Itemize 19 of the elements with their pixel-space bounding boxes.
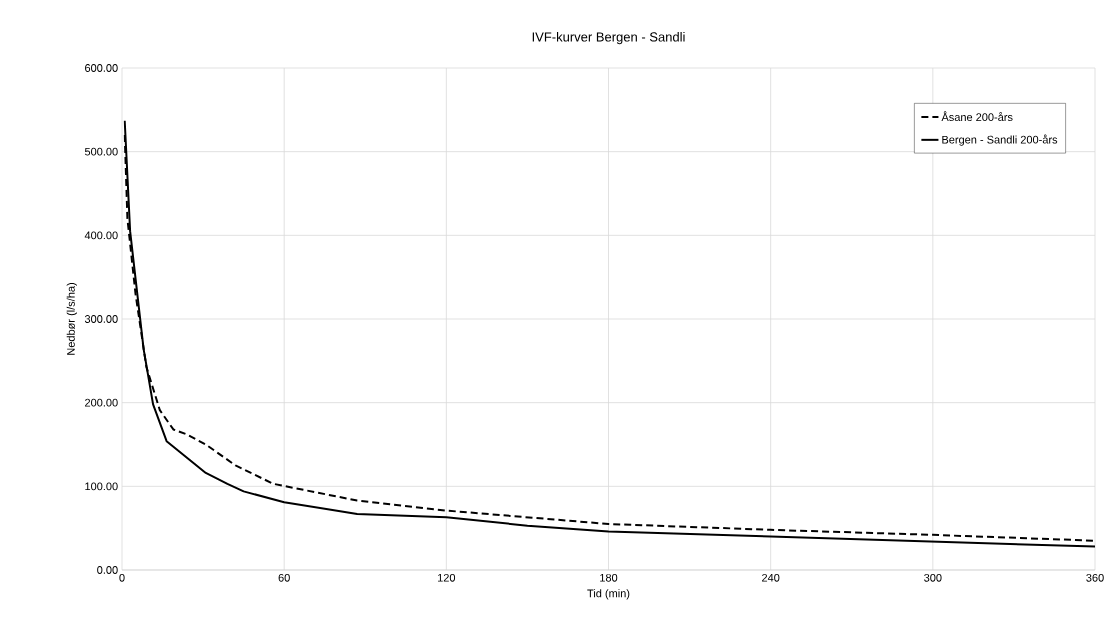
- y-axis-title: Nedbør (l/s/ha): [66, 283, 77, 355]
- x-axis-title: Tid (min): [587, 589, 630, 600]
- y-tick-label: 600.00: [85, 64, 118, 72]
- x-tick-label: 300: [924, 573, 942, 582]
- x-tick-label: 360: [1086, 573, 1104, 582]
- x-tick-label: 240: [762, 573, 780, 582]
- y-tick-label: 100.00: [85, 482, 118, 491]
- x-tick-label: 120: [437, 573, 456, 582]
- x-tick-label: 180: [600, 573, 618, 582]
- legend-label: Åsane 200-års: [941, 111, 1013, 122]
- y-tick-label: 400.00: [84, 231, 118, 240]
- y-tick-label: 300.00: [84, 315, 118, 323]
- chart-title: IVF-kurver Bergen - Sandli: [532, 32, 685, 45]
- legend-label: Bergen - Sandli 200-års: [942, 134, 1058, 146]
- y-tick-label: 200.00: [85, 398, 118, 407]
- y-tick-label: 0.00: [97, 566, 118, 574]
- x-tick-label: 60: [278, 573, 290, 582]
- x-tick-label: 0: [119, 573, 125, 582]
- y-tick-label: 500.00: [84, 147, 118, 156]
